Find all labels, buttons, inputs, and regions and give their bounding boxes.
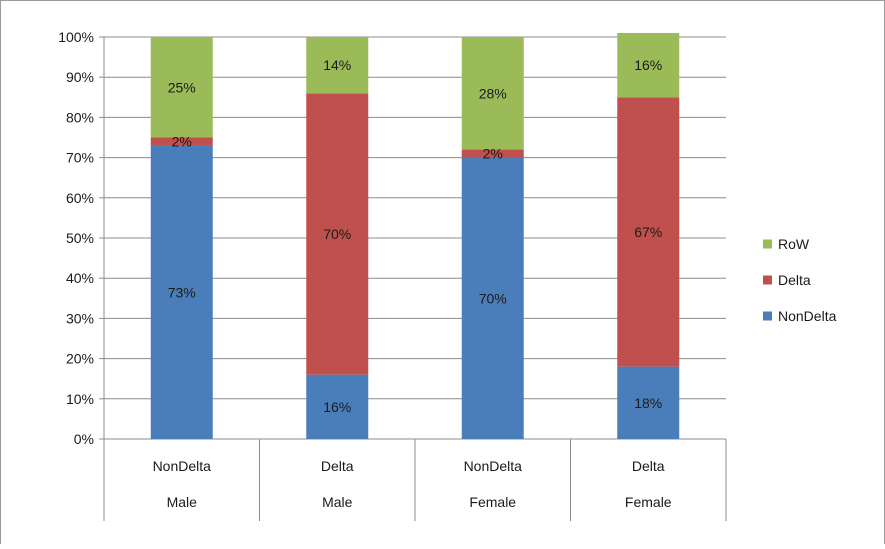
data-label: 70% (323, 226, 351, 242)
legend-swatch-delta (763, 275, 772, 285)
data-label: 28% (479, 85, 507, 101)
bar-segment-row (150, 37, 213, 138)
data-label: 18% (634, 395, 662, 411)
bar-segment-delta (150, 137, 213, 146)
legend-label: Delta (778, 272, 811, 288)
category-label: Delta (321, 458, 354, 474)
legend-swatch-nondelta (763, 311, 772, 321)
legend-swatch-row (763, 239, 772, 249)
data-label: 73% (168, 284, 196, 300)
category-axis: NonDelta Male Delta Male NonDelta Female Delta… (103, 439, 727, 521)
group-label: Male (322, 494, 353, 510)
data-label: 16% (634, 57, 662, 73)
bar-segment-row (306, 37, 369, 94)
category-label: Delta (632, 458, 665, 474)
y-tick-label: 20% (66, 351, 94, 367)
bar-segment-delta (617, 97, 680, 367)
y-tick-label: 90% (66, 69, 94, 85)
data-label: 25% (168, 79, 196, 95)
legend: RoW Delta NonDelta (763, 236, 837, 324)
bar-segment-nondelta (150, 145, 213, 440)
bar-segment-delta (461, 149, 524, 158)
y-tick-label: 70% (66, 150, 94, 166)
y-tick-label: 30% (66, 310, 94, 326)
bar-segment-delta (306, 93, 369, 375)
data-labels: 73% 2% 25% 16% 70% 14% 70% 2% 28% 18% 67% 16% (168, 57, 663, 415)
data-label: 2% (172, 134, 192, 150)
category-label: NonDelta (464, 458, 523, 474)
y-tick-label: 100% (58, 29, 94, 45)
y-tick-label: 50% (66, 230, 94, 246)
y-tick-label: 60% (66, 190, 94, 206)
bar-segment-nondelta (461, 157, 524, 439)
bars (150, 32, 680, 440)
bar-segment-nondelta (617, 366, 680, 439)
y-tick-label: 80% (66, 109, 94, 125)
data-label: 70% (479, 290, 507, 306)
bar-segment-row (461, 37, 524, 150)
data-label: 16% (323, 399, 351, 415)
data-label: 2% (483, 146, 503, 162)
data-label: 67% (634, 224, 662, 240)
group-label: Female (625, 494, 672, 510)
bar-segment-row (617, 32, 680, 98)
legend-label: NonDelta (778, 308, 837, 324)
group-label: Male (167, 494, 198, 510)
data-label: 14% (323, 57, 351, 73)
y-tick-label: 10% (66, 391, 94, 407)
group-label: Female (469, 494, 516, 510)
bar-segment-nondelta (306, 374, 369, 439)
legend-label: RoW (778, 236, 810, 252)
y-tick-label: 0% (74, 431, 94, 447)
category-label: NonDelta (153, 458, 212, 474)
y-tick-label: 40% (66, 270, 94, 286)
